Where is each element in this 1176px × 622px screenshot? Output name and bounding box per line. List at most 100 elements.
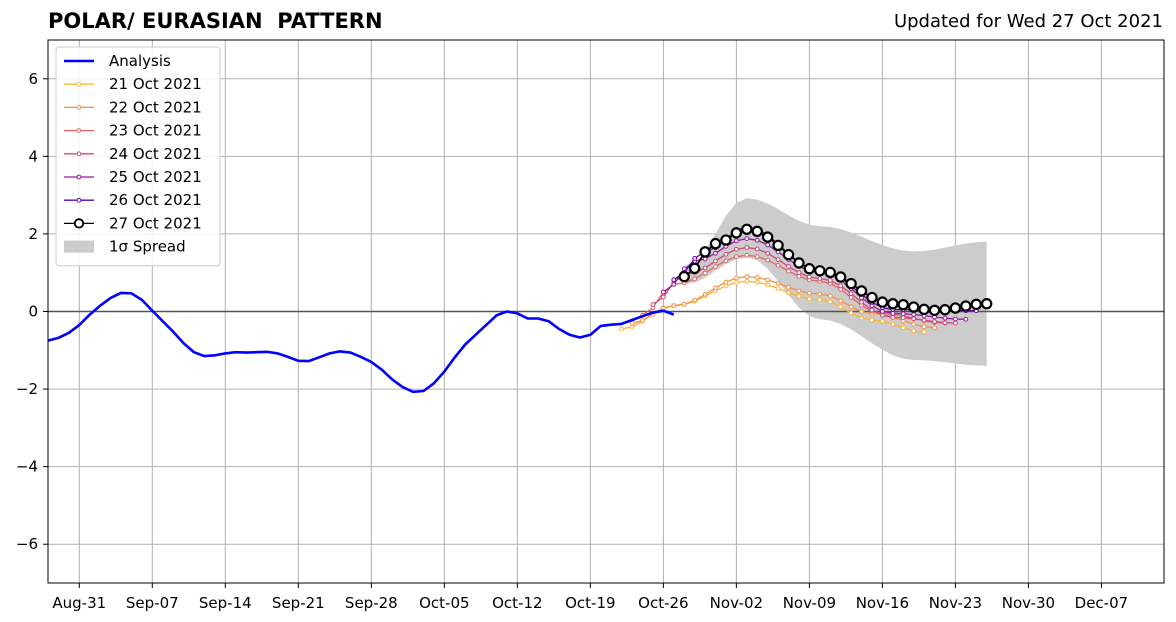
forecast-point: [939, 304, 951, 316]
forecast-point: [817, 297, 823, 303]
forecast-point: [723, 283, 729, 289]
forecast-point: [980, 298, 993, 310]
legend-label: Analysis: [109, 52, 171, 70]
forecast-point: [918, 303, 930, 316]
forecast-point: [890, 314, 896, 320]
legend-marker: [76, 197, 82, 203]
forecast-point: [796, 270, 802, 276]
legend-label: 24 Oct 2021: [109, 145, 202, 163]
forecast-point: [921, 329, 927, 335]
y-tick-label: 2: [28, 225, 38, 243]
x-tick-label: Sep-14: [199, 594, 252, 612]
forecast-point: [775, 257, 781, 262]
forecast-point: [876, 296, 889, 308]
forecast-point: [900, 311, 906, 317]
forecast-point: [879, 312, 885, 318]
forecast-point: [733, 254, 739, 260]
forecast-point: [869, 317, 875, 323]
forecast-point: [765, 242, 771, 248]
legend-marker: [76, 81, 82, 87]
forecast-point: [744, 252, 750, 258]
x-tick-label: Oct-12: [492, 594, 542, 612]
forecast-point: [824, 266, 836, 279]
forecast-point: [928, 304, 941, 317]
forecast-point: [772, 239, 784, 252]
series-layer: [47, 223, 993, 394]
forecast-point: [775, 280, 781, 286]
forecast-point: [859, 309, 864, 314]
forecast-point: [775, 286, 781, 291]
x-tick-label: Nov-23: [929, 594, 982, 612]
forecast-point: [890, 311, 896, 316]
forecast-point: [761, 231, 774, 243]
forecast-point: [699, 246, 711, 258]
forecast-point: [848, 310, 854, 316]
forecast-point: [932, 325, 937, 331]
forecast-point: [754, 237, 760, 243]
forecast-point: [806, 274, 812, 280]
forecast-point: [754, 279, 760, 285]
forecast-point: [786, 290, 791, 296]
updated-date-label: Updated for Wed 27 Oct 2021: [893, 11, 1163, 32]
forecast-point: [793, 257, 805, 269]
x-tick-label: Dec-07: [1075, 594, 1129, 612]
forecast-point: [702, 256, 708, 262]
forecast-point: [838, 298, 844, 304]
legend-marker: [76, 105, 82, 110]
forecast-point: [744, 274, 750, 279]
legend-marker: [76, 174, 82, 180]
x-tick-label: Nov-30: [1002, 594, 1055, 612]
forecast-point: [754, 275, 760, 280]
forecast-point: [963, 316, 969, 322]
legend: Analysis 21 Oct 2021 22 Oct 2021 23 Oct 202…: [55, 46, 221, 267]
legend-label: 1σ Spread: [109, 238, 186, 256]
forecast-point: [733, 275, 739, 281]
forecast-point: [827, 299, 833, 305]
forecast-point: [942, 320, 948, 326]
forecast-point: [733, 246, 739, 252]
x-tick-label: Nov-16: [856, 594, 909, 612]
chart-title: POLAR/ EURASIAN PATTERN: [48, 9, 383, 33]
forecast-point: [855, 285, 868, 297]
forecast-point: [949, 302, 962, 314]
forecast-point: [887, 298, 899, 310]
forecast-point: [848, 291, 854, 297]
forecast-point: [911, 316, 917, 322]
forecast-point: [848, 304, 854, 310]
forecast-point: [650, 302, 656, 307]
forecast-point: [765, 250, 771, 256]
legend-box: [55, 46, 221, 267]
forecast-point: [838, 283, 844, 289]
forecast-point: [796, 288, 802, 294]
forecast-point: [671, 303, 677, 309]
y-tick-label: −6: [16, 535, 38, 553]
forecast-point: [845, 277, 857, 290]
forecast-point: [702, 265, 708, 271]
legend-label: 22 Oct 2021: [109, 98, 202, 116]
forecast-point: [723, 258, 729, 264]
y-tick-label: 4: [28, 147, 38, 165]
forecast-point: [900, 315, 906, 321]
ticks-layer: Aug-31 Sep-07 Sep-14 Sep-21 Sep-28 Oct-05 Oct-…: [16, 70, 1128, 612]
forecast-point: [744, 245, 750, 250]
forecast-point: [692, 276, 698, 282]
forecast-point: [806, 290, 812, 296]
x-tick-label: Oct-05: [419, 594, 469, 612]
forecast-point: [720, 234, 732, 246]
forecast-point: [782, 248, 795, 261]
legend-label: 21 Oct 2021: [109, 75, 202, 93]
forecast-point: [806, 296, 812, 302]
legend-label: 27 Oct 2021: [109, 214, 202, 232]
forecast-point: [660, 294, 666, 300]
spread-band: [684, 198, 987, 366]
legend-label: 26 Oct 2021: [109, 191, 202, 209]
forecast-point: [834, 271, 847, 283]
x-tick-label: Nov-09: [783, 594, 836, 612]
forecast-point: [859, 315, 864, 321]
forecast-point: [744, 278, 750, 284]
forecast-point: [775, 262, 781, 268]
forecast-point: [713, 258, 718, 264]
forecast-point: [953, 316, 958, 322]
forecast-point: [921, 324, 927, 330]
forecast-point: [960, 300, 972, 312]
